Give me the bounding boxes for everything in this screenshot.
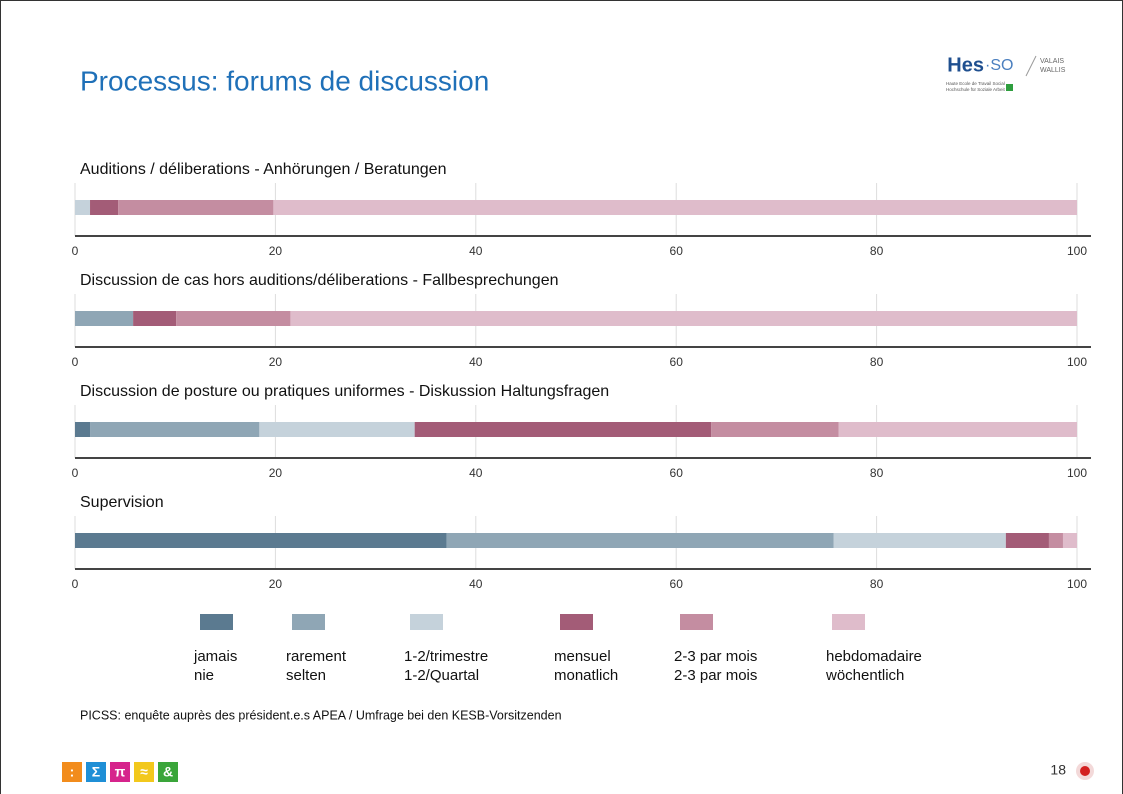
x-tick-label: 40 [469,355,483,369]
bar-segment [75,200,91,215]
logo-name: Hes [947,54,984,76]
bar-segment [290,311,1077,326]
logo: Hes ·SO VALAIS WALLIS Haute Ecole de Tra… [946,54,1066,92]
x-tick-label: 40 [469,466,483,480]
legend-label: 2-3 par mois [674,648,757,665]
legend-label: mensuel [554,648,611,665]
icon-tile [86,762,106,782]
x-tick-label: 20 [269,466,283,480]
logo-slash [1025,55,1037,77]
chart-title: Discussion de posture ou pratiques unifo… [80,383,609,400]
bar-segment [90,200,119,215]
bar-segment [75,533,447,548]
legend-label: hebdomadaire [826,648,922,665]
legend-swatch [200,614,233,630]
page-number: 18 [1050,762,1066,778]
icon-symbol: : [70,764,75,780]
x-tick-label: 40 [469,577,483,591]
chart-title: Discussion de cas hors auditions/déliber… [80,272,559,289]
x-tick-label: 0 [72,577,79,591]
footnote: PICSS: enquête auprès des président.e.s … [80,708,562,722]
logo-line: Haute Ecole de Travail Social [946,81,1005,86]
legend-label: jamais [193,648,237,665]
bar-segment [446,533,834,548]
x-tick-label: 100 [1067,577,1087,591]
legend-label: wöchentlich [825,667,904,684]
legend-swatch [410,614,443,630]
x-tick-label: 20 [269,355,283,369]
bar-segment [90,422,260,437]
slide-title: Processus: forums de discussion [80,65,489,96]
icon-symbol: Σ [92,764,100,780]
bar-segment [711,422,839,437]
x-tick-label: 80 [870,355,884,369]
legend-swatch [560,614,593,630]
x-tick-label: 0 [72,355,79,369]
icon-tile [134,762,154,782]
bar-segment [259,422,415,437]
bar-segment [1062,533,1077,548]
legend-swatch [680,614,713,630]
logo-badge [1006,84,1013,91]
x-tick-label: 0 [72,244,79,258]
bar-segment [414,422,712,437]
legend-label: nie [194,667,214,684]
x-tick-label: 60 [670,244,684,258]
bar-segment [75,422,91,437]
bar-segment [273,200,1077,215]
legend-swatch [832,614,865,630]
x-tick-label: 60 [670,577,684,591]
bar-segment [1005,533,1049,548]
legend-label: monatlich [554,667,618,684]
x-tick-label: 80 [870,466,884,480]
icon-tile [110,762,130,782]
logo-region: WALLIS [1040,67,1066,74]
legend-label: 1-2/trimestre [404,648,488,665]
chart-title: Auditions / déliberations - Anhörungen /… [80,161,446,178]
x-tick-label: 40 [469,244,483,258]
legend-swatch [292,614,325,630]
icon-symbol: & [163,764,173,780]
legend-label: rarement [286,648,347,665]
x-tick-label: 100 [1067,466,1087,480]
seal-core [1080,766,1090,776]
bar-segment [833,533,1006,548]
icon-tile [62,762,82,782]
icon-tile [158,762,178,782]
x-tick-label: 100 [1067,355,1087,369]
chart-title: Supervision [80,494,164,511]
x-tick-label: 100 [1067,244,1087,258]
logo-region: VALAIS [1040,58,1064,65]
bar-segment [1048,533,1063,548]
x-tick-label: 20 [269,577,283,591]
x-tick-label: 60 [670,355,684,369]
x-tick-label: 80 [870,577,884,591]
logo-suffix: ·SO [985,57,1013,74]
x-tick-label: 0 [72,466,79,480]
bar-segment [75,311,134,326]
bar-segment [118,200,274,215]
legend-label: selten [286,667,326,684]
x-tick-label: 80 [870,244,884,258]
icon-symbol: π [115,764,126,780]
x-tick-label: 60 [670,466,684,480]
legend-label: 2-3 par mois [674,667,757,684]
bar-segment [176,311,291,326]
bar-segment [133,311,177,326]
icon-symbol: ≈ [140,764,148,780]
x-tick-label: 20 [269,244,283,258]
logo-line: Hochschule für Soziale Arbeit [946,87,1006,92]
legend-label: 1-2/Quartal [404,667,479,684]
bar-segment [838,422,1077,437]
